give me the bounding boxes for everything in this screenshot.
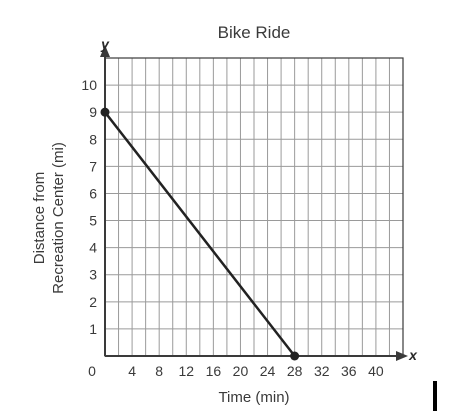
y-axis-title-line-1: Distance from (31, 172, 48, 265)
axes (100, 45, 408, 361)
x-tick-label: 28 (287, 363, 303, 379)
y-tick-label: 9 (89, 104, 97, 120)
y-axis-title-line-2: Recreation Center (mi) (50, 142, 67, 294)
x-tick-label: 32 (314, 363, 330, 379)
y-axis-letter: y (100, 36, 110, 52)
chart-title: Bike Ride (218, 23, 291, 42)
x-tick-label: 24 (260, 363, 276, 379)
series-line (103, 110, 296, 358)
x-axis-letter: x (408, 347, 418, 363)
x-tick-label: 16 (206, 363, 222, 379)
text-cursor (433, 381, 437, 411)
y-tick-label: 8 (89, 131, 97, 147)
y-tick-label: 2 (89, 294, 97, 310)
data-point (290, 351, 300, 361)
x-tick-label: 4 (128, 363, 136, 379)
y-tick-label: 1 (89, 321, 97, 337)
y-tick-label: 4 (89, 240, 97, 256)
y-tick-label: 10 (81, 77, 97, 93)
x-tick-label: 12 (178, 363, 194, 379)
x-axis-arrowhead (396, 351, 408, 361)
origin-label: 0 (88, 363, 96, 379)
y-axis-title: Distance from Recreation Center (mi) (31, 142, 67, 294)
x-tick-label: 36 (341, 363, 357, 379)
y-tick-label: 3 (89, 267, 97, 283)
data-point (100, 107, 110, 117)
grid (104, 57, 404, 357)
x-tick-label: 20 (233, 363, 249, 379)
x-axis-title: Time (min) (218, 389, 289, 406)
data-series (100, 107, 300, 361)
y-tick-label: 7 (89, 158, 97, 174)
x-tick-label: 40 (368, 363, 384, 379)
x-tick-label: 8 (155, 363, 163, 379)
y-tick-label: 5 (89, 213, 97, 229)
y-tick-label: 6 (89, 185, 97, 201)
y-axis-arrowhead (100, 45, 110, 57)
